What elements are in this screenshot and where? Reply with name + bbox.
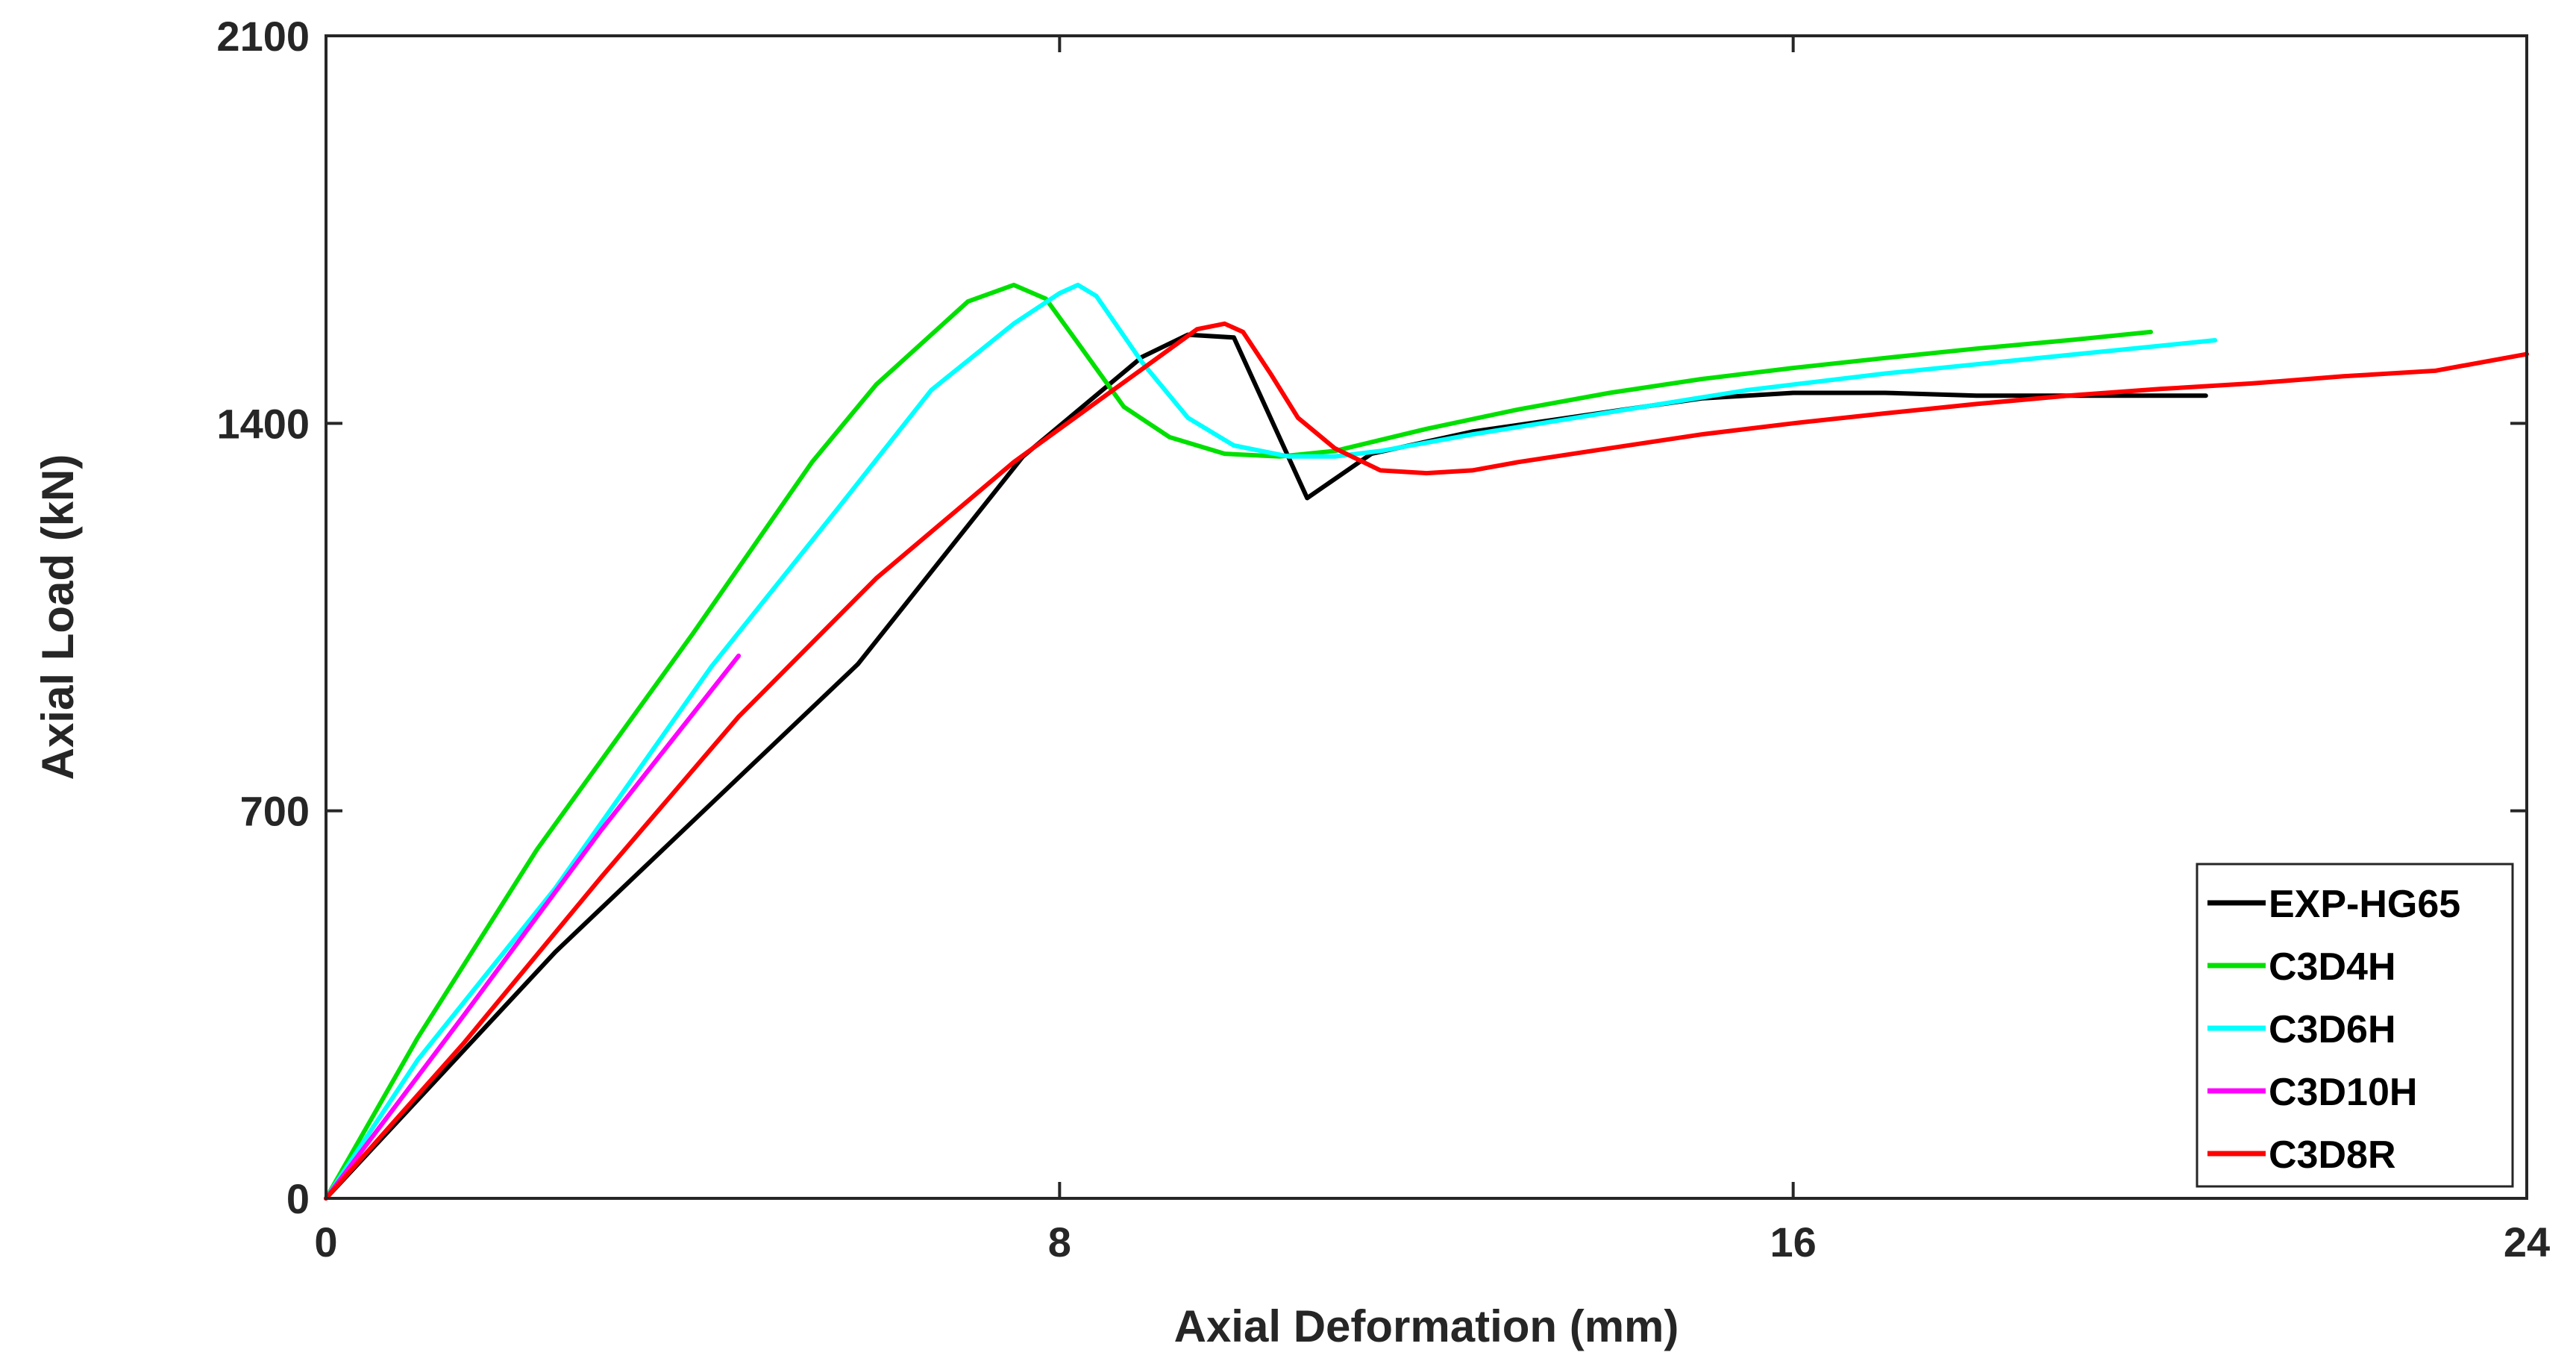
legend-label-c3d4h: C3D4H (2269, 945, 2396, 989)
x-tick-label: 24 (2504, 1218, 2550, 1266)
legend-box (2196, 863, 2514, 1188)
series-line-c3d6h (324, 282, 2218, 1201)
legend-label-c3d8r: C3D8R (2269, 1133, 2396, 1177)
series-layer (324, 282, 2529, 1201)
series-line-exp-hg65 (324, 332, 2208, 1201)
x-tick-label: 0 (314, 1218, 337, 1266)
series-line-c3d8r (324, 321, 2529, 1201)
series-line-c3d10h (324, 653, 742, 1201)
x-tick-label: 16 (1770, 1218, 1817, 1266)
y-axis-label: Axial Load (kN) (33, 454, 83, 780)
legend: EXP-HG65 C3D4H C3D6H C3D10H C3D8R (2196, 863, 2514, 1188)
y-tick-label: 0 (286, 1175, 310, 1222)
series-line-c3d4h (324, 282, 2153, 1201)
x-axis-label: Axial Deformation (mm) (1174, 1301, 1679, 1351)
y-tick-label: 1400 (216, 400, 310, 447)
legend-label-exp-hg65: EXP-HG65 (2269, 883, 2460, 926)
legend-label-c3d10h: C3D10H (2269, 1071, 2417, 1114)
y-tick-label: 2100 (216, 13, 310, 60)
tick-layer: 0 8 16 24 0 700 1400 2100 (216, 13, 2550, 1266)
y-tick-label: 700 (240, 788, 310, 835)
plot-frame (325, 34, 2528, 1200)
x-tick-label: 8 (1048, 1218, 1071, 1266)
legend-label-c3d6h: C3D6H (2269, 1008, 2396, 1051)
